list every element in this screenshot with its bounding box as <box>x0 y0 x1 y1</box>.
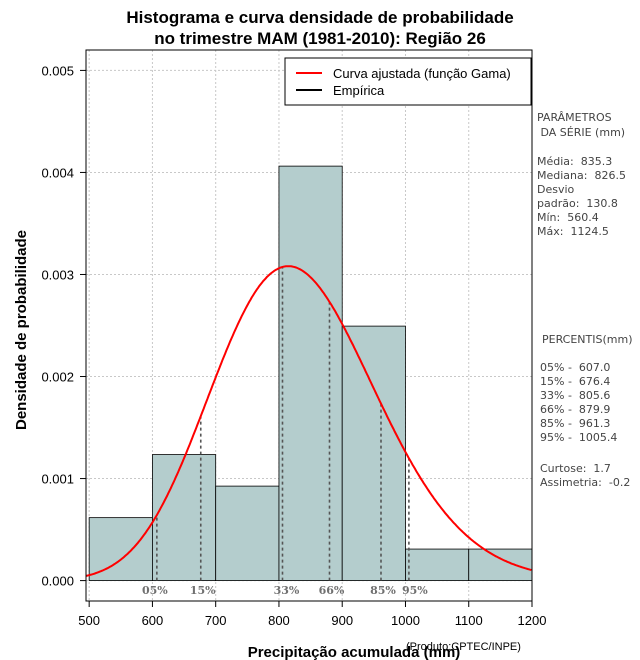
stat-median: Mediana: 826.5 <box>537 169 626 182</box>
histogram-bar <box>468 548 533 581</box>
x-tick-label: 1200 <box>518 613 547 628</box>
percentile-markers: 05% 15% 33% 66% 85% 95% <box>142 266 428 597</box>
histogram-bar <box>215 485 280 581</box>
x-axis-label: Precipitação acumulada (mm) <box>248 644 461 660</box>
histogram-bars <box>88 165 533 581</box>
percentile-label: 15% <box>190 584 216 597</box>
percentile-label: 66% <box>319 584 345 597</box>
x-tick-label: 800 <box>268 613 290 628</box>
percentile-33: 33% - 805.6 <box>540 389 611 402</box>
y-tick-label: 0.001 <box>41 472 74 487</box>
y-axis: 0.000 0.001 0.002 0.003 0.004 0.005 <box>41 63 86 589</box>
stat-sd-label: Desvio <box>537 183 575 196</box>
histogram-bar <box>341 325 406 581</box>
y-tick-label: 0.002 <box>41 370 74 385</box>
stat-min: Mín: 560.4 <box>537 211 599 224</box>
histogram-bar <box>152 454 217 581</box>
percentile-66: 66% - 879.9 <box>540 403 611 416</box>
stat-kurtosis: Curtose: 1.7 <box>540 462 611 475</box>
percentiles-header: PERCENTIS(mm) <box>542 333 633 346</box>
histogram-bar <box>88 517 153 581</box>
y-tick-label: 0.004 <box>41 165 74 180</box>
y-tick-label: 0.003 <box>41 267 74 282</box>
percentile-label: 05% <box>142 584 168 597</box>
y-tick-label: 0.005 <box>41 63 74 78</box>
plot-frame <box>85 49 533 602</box>
percentile-15: 15% - 676.4 <box>540 375 611 388</box>
percentile-label: 33% <box>274 584 300 597</box>
x-tick-label: 500 <box>78 613 100 628</box>
chart-title-line2: no trimestre MAM (1981-2010): Região 26 <box>154 29 486 48</box>
percentile-05: 05% - 607.0 <box>540 361 611 374</box>
chart-title-line1: Histograma e curva densidade de probabil… <box>126 8 514 27</box>
x-tick-label: 900 <box>331 613 353 628</box>
legend: Curva ajustada (função Gama) Empírica <box>284 57 532 106</box>
x-tick-label: 1000 <box>391 613 420 628</box>
y-tick-label: 0.000 <box>41 574 74 589</box>
product-credit: (Produto:CPTEC/INPE) <box>406 641 521 653</box>
percentile-label: 85% <box>370 584 396 597</box>
stat-mean: Média: 835.3 <box>537 155 613 168</box>
gamma-curve <box>85 265 532 577</box>
percentile-95: 95% - 1005.4 <box>540 431 618 444</box>
stat-skewness: Assimetria: -0.2 <box>540 476 631 489</box>
legend-label-curve: Curva ajustada (função Gama) <box>333 66 511 81</box>
legend-box <box>284 57 532 106</box>
x-axis: 500 600 700 800 900 1000 1100 1200 <box>78 601 546 628</box>
params-header-line1: PARÂMETROS <box>537 111 612 124</box>
histogram-bar <box>405 548 470 581</box>
x-tick-label: 700 <box>205 613 227 628</box>
legend-label-empirical: Empírica <box>333 83 385 98</box>
x-tick-label: 600 <box>142 613 164 628</box>
percentile-label: 95% <box>402 584 428 597</box>
stat-max: Máx: 1124.5 <box>537 225 609 238</box>
params-header-line2: DA SÉRIE (mm) <box>537 126 626 139</box>
x-tick-label: 1100 <box>455 613 483 628</box>
y-axis-label: Densidade de probabilidade <box>13 230 30 430</box>
stat-sd-value: padrão: 130.8 <box>537 197 618 210</box>
histogram-bar <box>278 165 343 581</box>
percentile-85: 85% - 961.3 <box>540 417 611 430</box>
